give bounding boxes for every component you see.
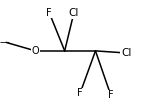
Text: F: F [47,8,52,18]
Text: —: — [0,37,10,47]
Text: O: O [32,46,39,56]
Text: Cl: Cl [69,8,79,18]
Text: F: F [108,90,114,100]
Text: F: F [77,88,83,98]
Text: Cl: Cl [121,48,132,58]
